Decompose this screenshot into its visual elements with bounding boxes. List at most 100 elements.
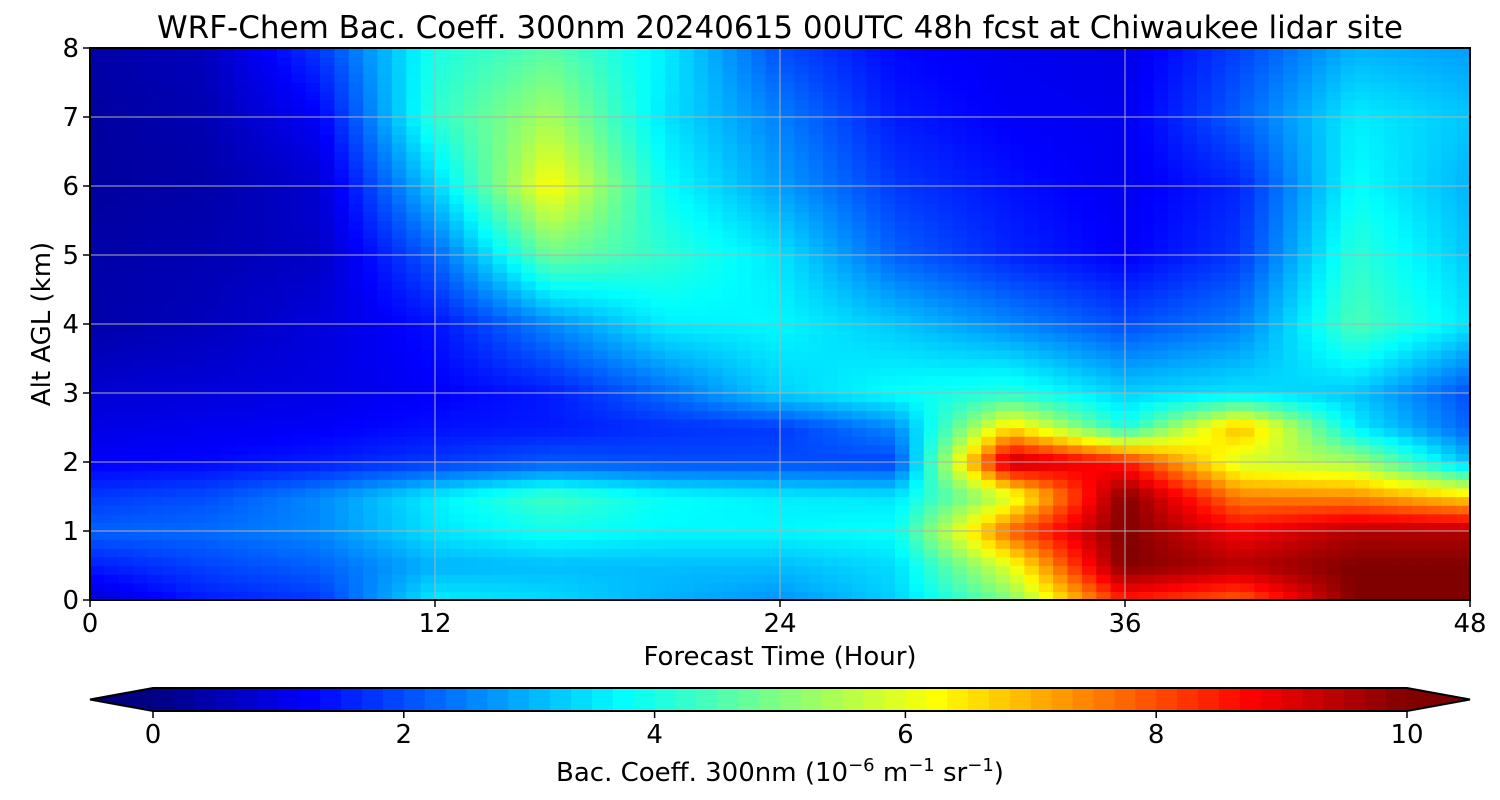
heatmap-cell xyxy=(1024,306,1040,316)
heatmap-cell xyxy=(751,151,767,161)
heatmap-cell xyxy=(722,375,738,385)
heatmap-cell xyxy=(736,574,752,584)
heatmap-cell xyxy=(449,358,465,368)
heatmap-cell xyxy=(1139,418,1155,429)
heatmap-cell xyxy=(1326,522,1342,532)
heatmap-cell xyxy=(1311,513,1327,523)
heatmap-cell xyxy=(808,582,824,592)
heatmap-cell xyxy=(650,496,666,506)
heatmap-cell xyxy=(794,246,810,256)
heatmap-cell xyxy=(1081,453,1097,463)
heatmap-cell xyxy=(348,367,364,377)
heatmap-cell xyxy=(320,505,335,515)
heatmap-cell xyxy=(665,401,680,411)
heatmap-cell xyxy=(161,306,177,316)
heatmap-cell xyxy=(305,522,321,532)
heatmap-cell xyxy=(1240,531,1255,541)
heatmap-cell xyxy=(1182,591,1198,600)
heatmap-cell xyxy=(751,401,767,411)
heatmap-cell xyxy=(478,505,494,515)
heatmap-cell xyxy=(1182,186,1198,196)
heatmap-cell xyxy=(1311,255,1327,265)
heatmap-cell xyxy=(981,160,997,170)
heatmap-cell xyxy=(1024,479,1040,489)
heatmap-cell xyxy=(1441,487,1457,498)
heatmap-cell xyxy=(837,401,853,411)
heatmap-cell xyxy=(981,591,997,600)
heatmap-cell xyxy=(1326,211,1342,222)
heatmap-cell xyxy=(995,280,1011,291)
heatmap-cell xyxy=(377,375,393,385)
heatmap-cell xyxy=(693,496,709,506)
heatmap-cell xyxy=(1125,160,1140,170)
heatmap-cell xyxy=(923,220,939,230)
heatmap-cell xyxy=(938,487,954,498)
heatmap-cell xyxy=(334,220,350,230)
heatmap-cell xyxy=(708,272,724,282)
heatmap-cell xyxy=(1038,194,1054,204)
heatmap-cell xyxy=(1139,574,1155,584)
heatmap-cell xyxy=(1067,168,1083,178)
heatmap-cell xyxy=(765,237,781,247)
heatmap-cell xyxy=(1326,298,1342,308)
heatmap-cell xyxy=(578,444,594,454)
heatmap-cell xyxy=(851,531,867,541)
heatmap-cell xyxy=(1211,462,1227,472)
heatmap-cell xyxy=(1196,556,1212,567)
heatmap-cell xyxy=(1153,186,1169,196)
heatmap-cell xyxy=(291,289,307,299)
heatmap-cell xyxy=(176,349,192,360)
heatmap-cell xyxy=(1268,160,1284,170)
heatmap-cell xyxy=(708,505,724,515)
heatmap-cell xyxy=(636,582,652,592)
heatmap-cell xyxy=(1153,556,1169,567)
heatmap-cell xyxy=(1125,186,1140,196)
heatmap-cell xyxy=(1340,358,1356,368)
heatmap-cell xyxy=(765,194,781,204)
heatmap-cell xyxy=(1153,462,1169,472)
heatmap-cell xyxy=(1412,565,1428,575)
heatmap-cell xyxy=(1326,453,1342,463)
heatmap-cell xyxy=(621,487,637,498)
heatmap-cell xyxy=(938,246,954,256)
heatmap-cell xyxy=(1067,324,1083,334)
heatmap-cell xyxy=(521,367,537,377)
heatmap-cell xyxy=(118,203,134,213)
heatmap-cell xyxy=(291,168,307,178)
heatmap-cell xyxy=(780,194,795,204)
heatmap-cell xyxy=(966,574,982,584)
heatmap-cell xyxy=(506,220,522,230)
heatmap-cell xyxy=(90,418,105,429)
heatmap-cell xyxy=(607,315,623,325)
heatmap-cell xyxy=(262,358,278,368)
heatmap-cell xyxy=(765,263,781,273)
heatmap-cell xyxy=(636,229,652,239)
heatmap-cell xyxy=(363,306,379,316)
heatmap-cell xyxy=(1211,263,1227,273)
heatmap-cell xyxy=(981,427,997,437)
heatmap-cell xyxy=(866,591,882,600)
heatmap-cell xyxy=(851,591,867,600)
heatmap-cell xyxy=(420,384,436,394)
heatmap-cell xyxy=(1096,186,1112,196)
heatmap-cell xyxy=(248,444,264,454)
heatmap-cell xyxy=(607,505,623,515)
heatmap-cell xyxy=(118,151,134,161)
heatmap-cell xyxy=(161,470,177,480)
heatmap-cell xyxy=(205,462,220,472)
heatmap-cell xyxy=(334,470,350,480)
heatmap-cell xyxy=(521,194,537,204)
heatmap-cell xyxy=(133,306,149,316)
heatmap-cell xyxy=(1455,556,1470,567)
heatmap-cell xyxy=(1225,479,1241,489)
heatmap-cell xyxy=(1125,332,1140,342)
heatmap-cell xyxy=(104,444,120,454)
heatmap-cell xyxy=(722,548,738,558)
heatmap-cell xyxy=(1067,263,1083,273)
heatmap-cell xyxy=(938,591,954,600)
heatmap-cell xyxy=(708,349,724,360)
heatmap-cell xyxy=(506,522,522,532)
heatmap-cell xyxy=(938,263,954,273)
heatmap-cell xyxy=(708,324,724,334)
heatmap-cell xyxy=(736,237,752,247)
